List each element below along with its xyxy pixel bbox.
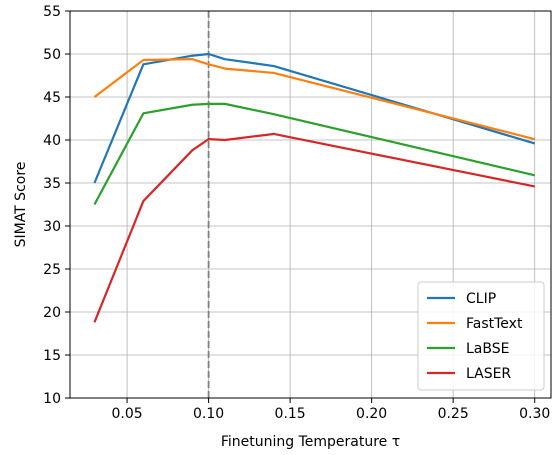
x-tick-labels: 0.05 0.10 0.15 0.20 0.25 0.30 xyxy=(111,406,550,422)
y-tick-labels: 10 15 20 25 30 35 40 45 50 55 xyxy=(43,4,61,407)
x-tick-label: 0.15 xyxy=(275,406,306,422)
legend-label-labse: LaBSE xyxy=(466,341,509,357)
legend-label-laser: LASER xyxy=(466,366,511,382)
y-tick-label: 40 xyxy=(43,133,61,149)
x-tick-label: 0.20 xyxy=(356,406,387,422)
y-tick-label: 30 xyxy=(43,219,61,235)
y-tick-label: 50 xyxy=(43,47,61,63)
series-line-fasttext xyxy=(94,59,534,139)
legend-label-clip: CLIP xyxy=(466,291,496,307)
y-tick-label: 20 xyxy=(43,305,61,321)
x-tick-label: 0.10 xyxy=(193,406,224,422)
y-tick-label: 15 xyxy=(43,348,61,364)
legend: CLIP FastText LaBSE LASER xyxy=(418,282,544,390)
y-tick-label: 35 xyxy=(43,176,61,192)
series-line-labse xyxy=(94,104,534,205)
series-line-clip xyxy=(94,54,534,183)
y-axis-label: SIMAT Score xyxy=(13,162,29,248)
y-tick-label: 25 xyxy=(43,262,61,278)
y-tick-label: 10 xyxy=(43,391,61,407)
y-tick-label: 55 xyxy=(43,4,61,20)
x-tick-label: 0.25 xyxy=(438,406,469,422)
x-tick-label: 0.30 xyxy=(519,406,550,422)
x-axis-label: Finetuning Temperature τ xyxy=(221,434,400,450)
x-tick-label: 0.05 xyxy=(111,406,142,422)
legend-label-fasttext: FastText xyxy=(466,316,523,332)
y-tick-label: 45 xyxy=(43,90,61,106)
